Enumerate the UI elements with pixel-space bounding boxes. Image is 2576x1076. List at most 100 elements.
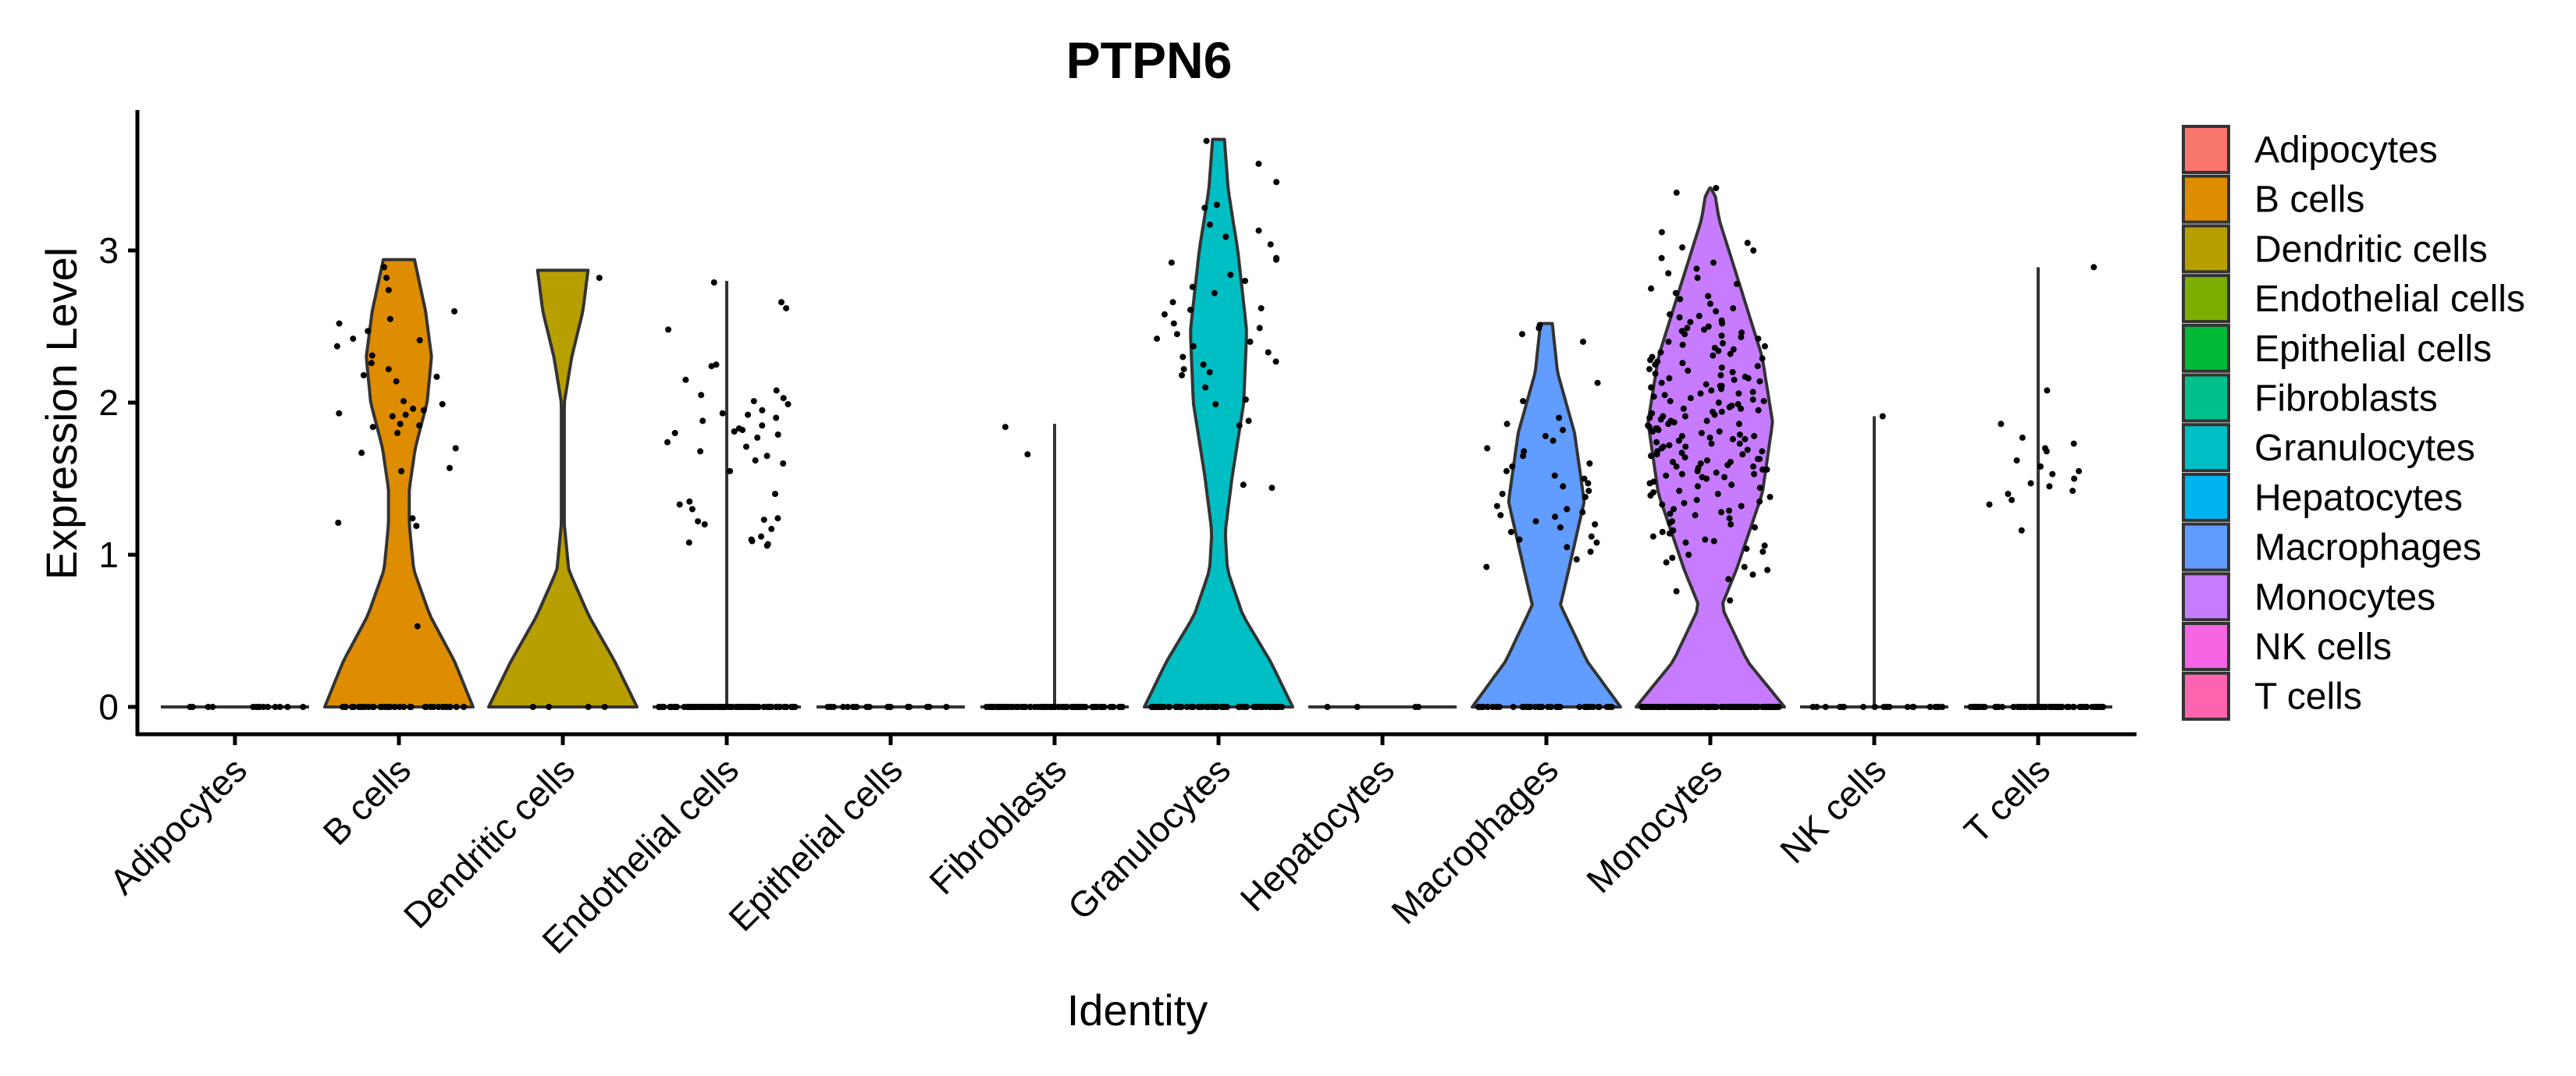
data-point bbox=[1710, 259, 1717, 266]
data-point bbox=[1702, 536, 1709, 543]
data-point bbox=[1648, 384, 1655, 391]
data-point bbox=[1272, 358, 1279, 365]
data-point bbox=[386, 315, 393, 322]
legend-label: Monocytes bbox=[2254, 577, 2435, 618]
data-point bbox=[1981, 704, 1988, 710]
data-point bbox=[1661, 392, 1668, 399]
data-point bbox=[398, 467, 405, 474]
data-point bbox=[1727, 459, 1734, 465]
legend-label: T cells bbox=[2254, 676, 2362, 718]
violin-dendritic-cells bbox=[487, 268, 639, 708]
data-point bbox=[783, 305, 790, 312]
data-point bbox=[416, 422, 423, 429]
data-point bbox=[710, 279, 717, 286]
data-point bbox=[1589, 704, 1596, 710]
data-point bbox=[1734, 280, 1740, 287]
data-point bbox=[1646, 366, 1653, 373]
data-point bbox=[1180, 366, 1187, 373]
data-point bbox=[2030, 704, 2037, 710]
data-point bbox=[1654, 448, 1661, 455]
data-point bbox=[1242, 396, 1249, 403]
data-point bbox=[1161, 311, 1168, 318]
data-point bbox=[1554, 704, 1561, 710]
data-point bbox=[402, 411, 409, 418]
data-point bbox=[396, 704, 403, 710]
data-point bbox=[1550, 437, 1557, 444]
data-point bbox=[1755, 407, 1762, 414]
data-point bbox=[300, 704, 307, 710]
chart-title: PTPN6 bbox=[1066, 31, 1233, 89]
data-point bbox=[1670, 459, 1676, 465]
data-point bbox=[1493, 704, 1500, 710]
data-point bbox=[2083, 704, 2090, 710]
data-point bbox=[410, 405, 417, 412]
data-point bbox=[1520, 398, 1527, 405]
data-point bbox=[887, 704, 894, 710]
data-point bbox=[1742, 435, 1749, 442]
data-point bbox=[745, 411, 752, 418]
data-point bbox=[1258, 305, 1265, 312]
data-point bbox=[776, 704, 783, 710]
data-point bbox=[727, 704, 734, 710]
data-point bbox=[1669, 554, 1676, 561]
legend-label: Fibroblasts bbox=[2254, 378, 2438, 420]
data-point bbox=[461, 704, 468, 710]
data-point bbox=[1649, 533, 1656, 540]
x-tick-label: Dendritic cells bbox=[396, 749, 582, 936]
data-point bbox=[1694, 467, 1701, 474]
data-point bbox=[1678, 432, 1685, 439]
data-point bbox=[1735, 390, 1742, 397]
data-point bbox=[1595, 704, 1602, 710]
data-point bbox=[660, 704, 667, 710]
data-point bbox=[265, 704, 272, 710]
data-point bbox=[1767, 493, 1774, 500]
data-point bbox=[1667, 510, 1674, 517]
data-point bbox=[1695, 312, 1703, 319]
data-point bbox=[423, 704, 430, 710]
data-point bbox=[1667, 417, 1674, 424]
data-point bbox=[1720, 339, 1726, 346]
data-point bbox=[1648, 285, 1655, 292]
data-point bbox=[1745, 375, 1752, 382]
data-point bbox=[1267, 241, 1274, 248]
data-point bbox=[453, 704, 460, 710]
data-point bbox=[1673, 588, 1680, 595]
data-point bbox=[1716, 428, 1723, 435]
data-point bbox=[713, 361, 720, 368]
data-point bbox=[1710, 704, 1717, 710]
data-point bbox=[1693, 265, 1700, 272]
data-point bbox=[1257, 704, 1264, 710]
x-tick-label: Monocytes bbox=[1578, 749, 1730, 900]
data-point bbox=[205, 704, 212, 710]
data-point bbox=[1910, 704, 1917, 710]
data-point bbox=[1242, 278, 1248, 284]
data-point bbox=[1657, 416, 1664, 423]
data-point bbox=[1666, 442, 1673, 449]
data-point bbox=[1748, 704, 1754, 710]
data-point bbox=[1676, 488, 1683, 495]
data-point bbox=[1019, 704, 1025, 710]
data-point bbox=[682, 376, 689, 383]
data-point bbox=[1682, 413, 1688, 420]
data-point bbox=[2076, 467, 2083, 474]
data-point bbox=[1089, 704, 1096, 710]
data-point bbox=[774, 431, 781, 438]
data-point bbox=[1519, 704, 1526, 710]
data-point bbox=[1177, 704, 1184, 710]
data-point bbox=[739, 704, 746, 710]
data-point bbox=[1731, 376, 1738, 383]
data-point bbox=[1213, 201, 1220, 208]
data-point bbox=[1727, 350, 1734, 357]
data-point bbox=[1813, 704, 1820, 710]
data-point bbox=[1484, 445, 1491, 452]
data-point bbox=[1727, 597, 1734, 604]
data-point bbox=[439, 401, 446, 407]
data-point bbox=[420, 407, 427, 414]
data-point bbox=[1101, 704, 1108, 710]
x-tick-label: Hepatocytes bbox=[1232, 749, 1402, 919]
data-point bbox=[1279, 704, 1286, 710]
data-point bbox=[1654, 425, 1660, 432]
data-point bbox=[2043, 448, 2050, 455]
